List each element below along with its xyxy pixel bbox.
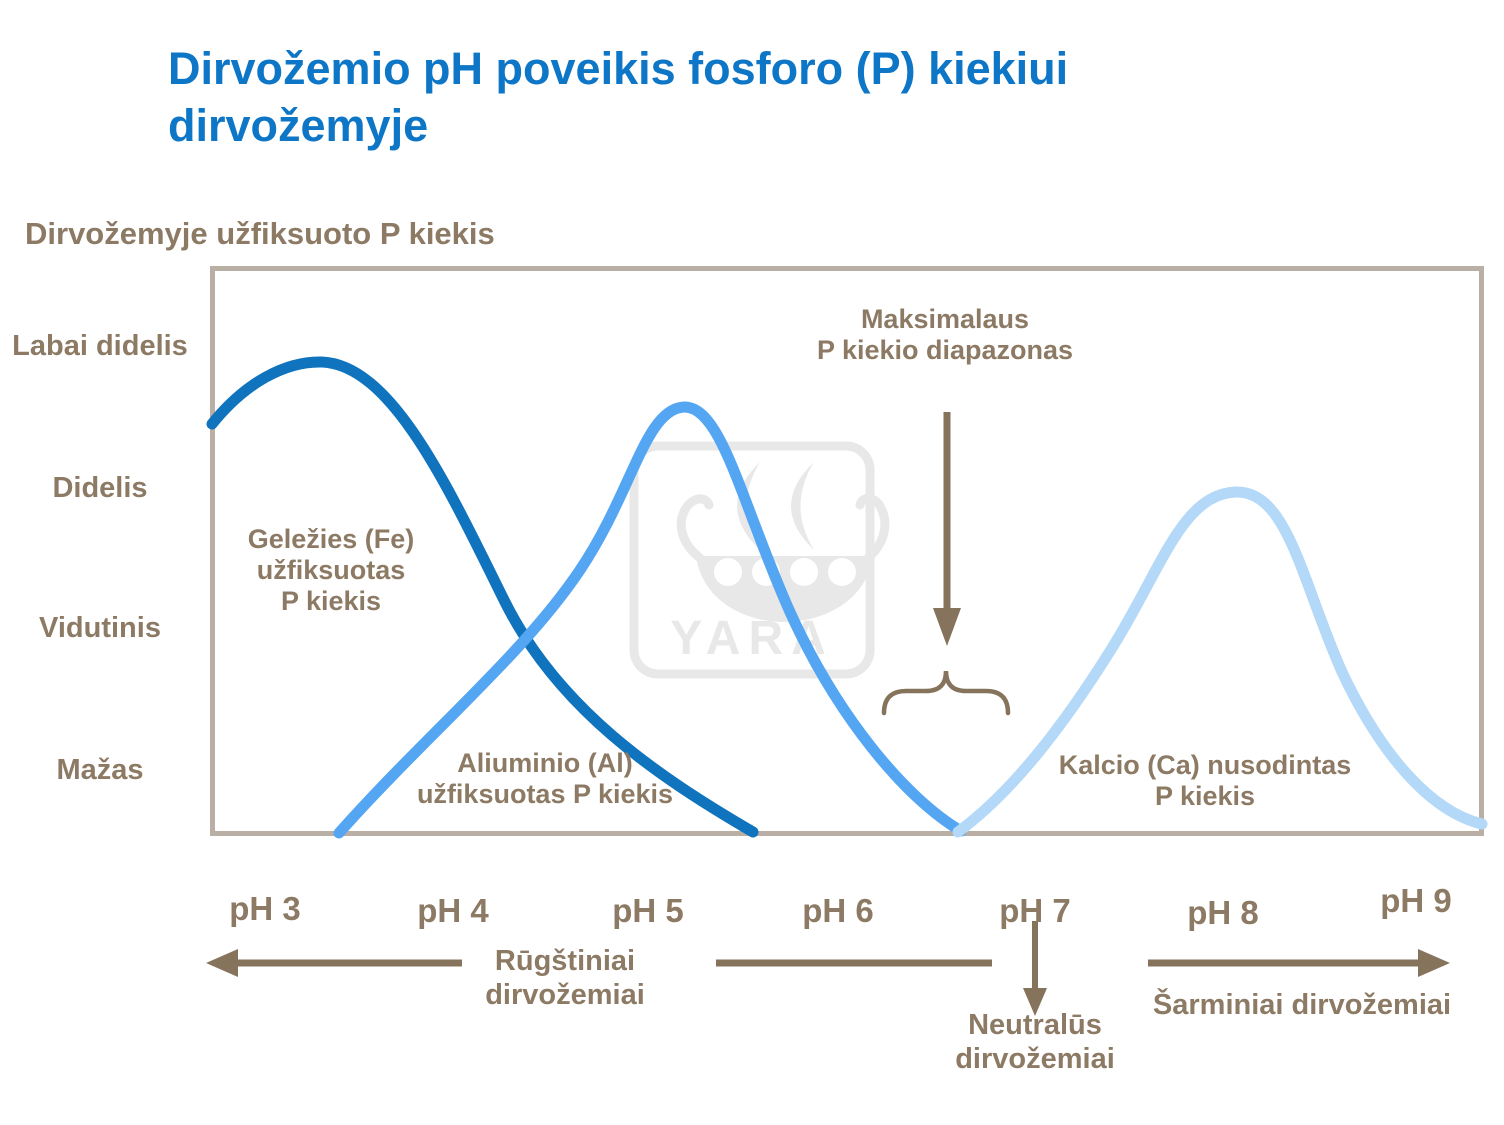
y-axis-title: Dirvožemyje užfiksuoto P kiekis [25,216,495,251]
y-tick-didelis: Didelis [52,472,148,504]
ca-curve-label: Kalcio (Ca) nusodintas P kiekis [1058,750,1352,811]
alkaline-arrowhead [1418,949,1450,977]
y-tick-mazas: Mažas [56,754,144,786]
x-tick-ph5: pH 5 [612,892,684,929]
al-curve-label: Aliuminio (Al) užfiksuotas P kiekis [416,748,674,809]
x-tick-ph3: pH 3 [229,890,301,927]
x-tick-ph9: pH 9 [1380,882,1452,919]
acidic-soils-label: Rūgštiniai dirvožemiai [485,945,645,1011]
page-title: Dirvožemio pH poveikis fosforo (P) kieki… [168,40,1068,154]
alkaline-soils-label: Šarminiai dirvožemiai [1152,989,1452,1021]
fe-curve-label: Geležies (Fe) užfiksuotas P kiekis [247,524,415,616]
x-tick-ph6: pH 6 [802,892,874,929]
title-line-2: dirvožemyje [168,100,429,151]
x-tick-ph8: pH 8 [1187,894,1259,931]
x-tick-ph7: pH 7 [999,892,1071,929]
neutral-soils-label: Neutralūs dirvožemiai [955,1009,1115,1075]
acidic-arrowhead [206,949,238,977]
title-line-1: Dirvožemio pH poveikis fosforo (P) kieki… [168,43,1069,94]
y-tick-labai-didelis: Labai didelis [12,330,188,362]
x-tick-ph4: pH 4 [417,892,489,929]
max-p-range-label: Maksimalaus P kiekio diapazonas [816,304,1074,365]
y-tick-vidutinis: Vidutinis [39,612,161,644]
